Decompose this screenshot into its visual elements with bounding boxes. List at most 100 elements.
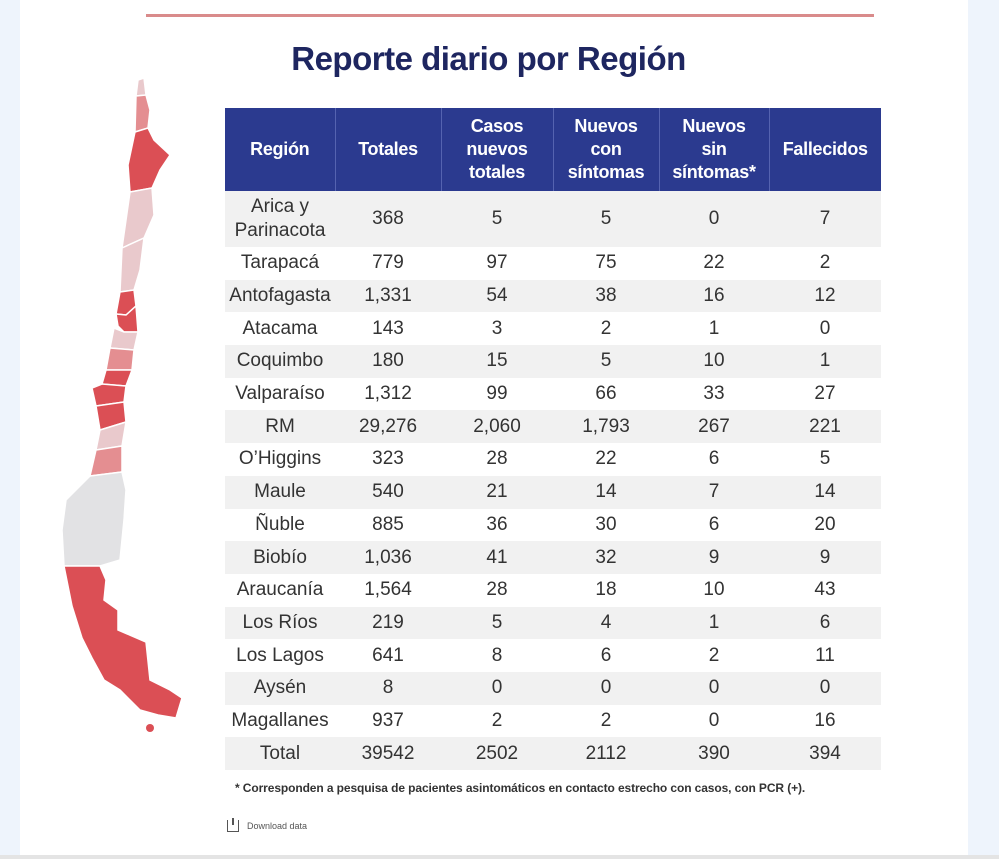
- cell-con-sintomas: 2: [600, 709, 612, 731]
- cell-fallecidos: 12: [769, 279, 881, 313]
- cell-sin-sintomas: 16: [659, 279, 769, 313]
- cell-fallecidos: 43: [814, 579, 836, 601]
- map-region-ohiggins: [109, 326, 139, 351]
- cell-fallecidos: 5: [819, 448, 831, 470]
- cell-nuevos-totales: 5: [441, 606, 553, 640]
- col-header-fallecidos: Fallecidos: [768, 108, 881, 191]
- table-row: O’Higgins 323 28 22 6 5: [225, 443, 881, 476]
- cell-con-sintomas: 32: [553, 541, 659, 574]
- table-row: Aysén 8 0 0 0 0: [225, 671, 881, 705]
- cell-nuevos-totales: 2502: [441, 737, 553, 770]
- cell-region: Araucanía: [236, 579, 324, 601]
- cell-sin-sintomas: 0: [659, 191, 769, 247]
- top-divider: [146, 14, 874, 17]
- cell-totales: 323: [372, 448, 404, 470]
- map-region-magallanes: [63, 565, 183, 719]
- chile-map: [61, 76, 183, 732]
- bottom-border: [0, 855, 999, 859]
- col-header-casos-nuevos: Casos nuevos totales: [440, 108, 553, 191]
- col-header-con-sintomas: Nuevos con síntomas: [552, 108, 659, 191]
- table-row: Antofagasta 1,331 54 38 16 12: [225, 279, 881, 313]
- cell-nuevos-totales: 5: [441, 191, 553, 247]
- cell-region: Antofagasta: [225, 279, 335, 313]
- cell-nuevos-totales: 3: [491, 317, 503, 339]
- cell-nuevos-totales: 99: [486, 383, 508, 405]
- map-island-dot: [146, 724, 154, 732]
- cell-con-sintomas: 30: [595, 513, 617, 535]
- cell-region: Los Ríos: [225, 606, 335, 640]
- cell-totales: 779: [372, 252, 404, 274]
- page-title: Reporte diario por Región: [291, 40, 686, 77]
- cell-fallecidos: 1: [769, 345, 881, 378]
- cell-region: Coquimbo: [225, 345, 335, 378]
- map-region-coquimbo: [119, 236, 145, 293]
- cell-totales: 143: [372, 317, 404, 339]
- cell-nuevos-totales: 21: [441, 475, 553, 509]
- cell-region: Total: [225, 737, 335, 770]
- cell-totales: 368: [335, 191, 441, 247]
- table-row: Arica y Parinacota 368 5 5 0 7: [225, 191, 881, 247]
- cell-region: Los Lagos: [236, 644, 324, 666]
- cell-region: Atacama: [242, 317, 318, 339]
- cell-sin-sintomas: 33: [703, 383, 725, 405]
- cell-totales: 937: [372, 709, 404, 731]
- cell-con-sintomas: 6: [600, 644, 612, 666]
- download-icon: [227, 818, 239, 832]
- table-row: Tarapacá 779 97 75 22 2: [225, 247, 881, 280]
- table-header-row: Región Totales Casos nuevos totales Nuevos…: [225, 108, 881, 191]
- cell-totales: 1,312: [364, 383, 412, 405]
- cell-totales: 540: [335, 475, 441, 509]
- cell-fallecidos: 221: [769, 410, 881, 444]
- cell-region: O’Higgins: [238, 448, 322, 470]
- download-label: Download data: [247, 821, 308, 831]
- cell-sin-sintomas: 1: [659, 606, 769, 640]
- cell-con-sintomas: 4: [553, 606, 659, 640]
- table-row: Magallanes 937 2 2 0 16: [225, 705, 881, 738]
- cell-fallecidos: 27: [814, 383, 836, 405]
- table-row: Ñuble 885 36 30 6 20: [225, 509, 881, 542]
- table-row: Atacama 143 3 2 1 0: [225, 312, 881, 345]
- cell-fallecidos: 14: [769, 475, 881, 509]
- cell-sin-sintomas: 2: [708, 644, 720, 666]
- cell-con-sintomas: 66: [595, 383, 617, 405]
- download-data-link[interactable]: Download data: [227, 818, 308, 832]
- cell-con-sintomas: 14: [553, 475, 659, 509]
- cell-con-sintomas: 5: [553, 191, 659, 247]
- cell-sin-sintomas: 9: [659, 541, 769, 574]
- col-header-totales: Totales: [334, 108, 441, 191]
- cell-con-sintomas: 5: [553, 345, 659, 378]
- cell-totales: 29,276: [335, 410, 441, 444]
- table-total-row: Total 39542 2502 2112 390 394: [225, 737, 881, 770]
- cell-sin-sintomas: 267: [659, 410, 769, 444]
- cell-sin-sintomas: 6: [708, 513, 720, 535]
- table-row: Araucanía 1,564 28 18 10 43: [225, 574, 881, 607]
- map-region-maule: [105, 347, 135, 371]
- cell-nuevos-totales: 28: [486, 448, 508, 470]
- cell-totales: 1,036: [335, 541, 441, 574]
- cell-region: Maule: [225, 475, 335, 509]
- region-table: Región Totales Casos nuevos totales Nuevos…: [225, 108, 881, 770]
- cell-region: Valparaíso: [235, 383, 325, 405]
- cell-totales: 1,564: [364, 579, 412, 601]
- cell-region: Tarapacá: [240, 252, 320, 274]
- cell-con-sintomas: 18: [595, 579, 617, 601]
- cell-totales: 180: [335, 345, 441, 378]
- table-row: Valparaíso 1,312 99 66 33 27: [225, 378, 881, 411]
- cell-sin-sintomas: 0: [659, 671, 769, 705]
- cell-nuevos-totales: 41: [441, 541, 553, 574]
- cell-nuevos-totales: 15: [441, 345, 553, 378]
- cell-nuevos-totales: 36: [486, 513, 508, 535]
- cell-sin-sintomas: 1: [708, 317, 720, 339]
- cell-fallecidos: 6: [769, 606, 881, 640]
- table-row: Coquimbo 180 15 5 10 1: [225, 345, 881, 378]
- cell-con-sintomas: 2: [600, 317, 612, 339]
- cell-sin-sintomas: 10: [659, 345, 769, 378]
- table-row: RM 29,276 2,060 1,793 267 221: [225, 410, 881, 444]
- cell-sin-sintomas: 390: [659, 737, 769, 770]
- cell-con-sintomas: 75: [595, 252, 617, 274]
- table-row: Los Lagos 641 8 6 2 11: [225, 639, 881, 672]
- cell-con-sintomas: 2112: [553, 737, 659, 770]
- cell-totales: 885: [372, 513, 404, 535]
- cell-sin-sintomas: 10: [703, 579, 725, 601]
- cell-nuevos-totales: 8: [491, 644, 503, 666]
